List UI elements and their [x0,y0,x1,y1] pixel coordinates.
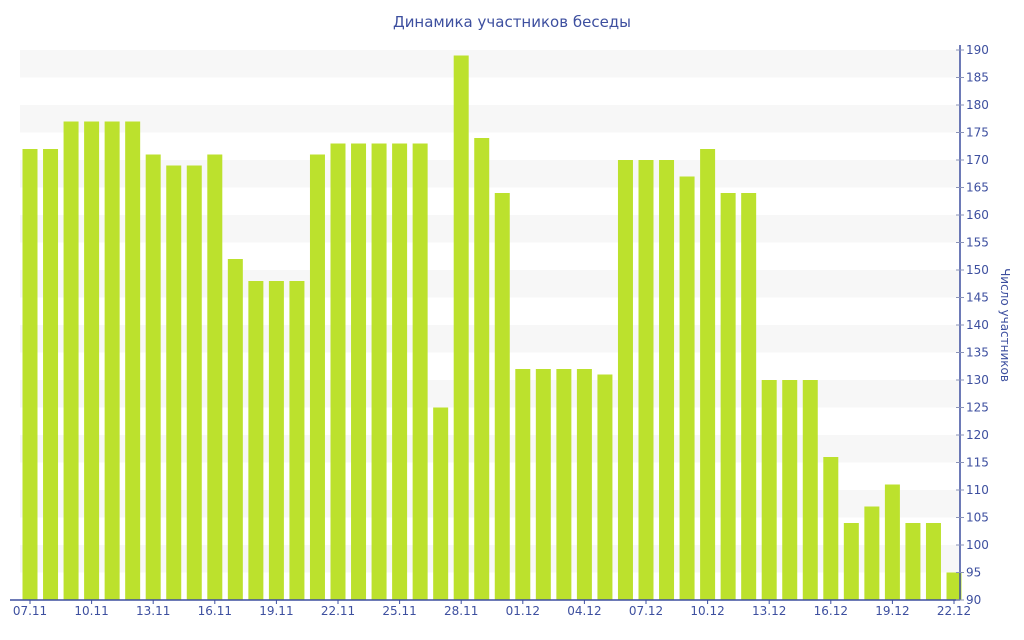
bar-05.12 [597,374,613,600]
grid-band [20,50,960,78]
y-tick-label: 140 [966,318,989,332]
bar-29.11 [474,138,490,600]
x-tick-label: 19.12 [875,604,909,618]
y-tick-label: 115 [966,456,989,470]
bar-10.11 [84,121,100,600]
x-tick-label: 28.11 [444,604,478,618]
bar-02.12 [535,369,551,600]
y-tick-label: 120 [966,428,989,442]
y-tick-label: 165 [966,181,989,195]
bar-04.12 [576,369,592,600]
bar-28.11 [453,55,469,600]
y-tick-label: 90 [966,593,981,607]
bar-11.12 [720,193,736,600]
bar-30.11 [494,193,510,600]
bar-20.12 [905,523,921,600]
grid-band [20,215,960,243]
bar-16.12 [823,457,839,600]
grid-band [20,105,960,133]
bar-06.12 [617,160,633,600]
chart-title: Динамика участников беседы [392,13,632,31]
y-tick-label: 190 [966,43,989,57]
grid-band [20,270,960,298]
bar-14.12 [782,380,798,600]
grid-band [20,545,960,573]
bar-15.12 [802,380,818,600]
y-tick-label: 155 [966,236,989,250]
x-tick-label: 10.11 [74,604,108,618]
bar-10.12 [700,149,716,600]
bar-09.11 [63,121,79,600]
x-tick-label: 07.11 [13,604,47,618]
x-tick-label: 13.12 [752,604,786,618]
y-tick-label: 150 [966,263,989,277]
bar-21.12 [925,523,941,600]
y-tick-label: 130 [966,373,989,387]
x-tick-label: 16.12 [814,604,848,618]
bar-24.11 [371,143,387,600]
y-tick-label: 135 [966,346,989,360]
bar-11.11 [104,121,120,600]
bar-15.11 [186,165,202,600]
bar-18.12 [864,506,880,600]
bar-13.12 [761,380,777,600]
bar-07.11 [22,149,38,600]
grid-band [20,490,960,518]
x-tick-label: 19.11 [259,604,293,618]
grid-band [20,435,960,463]
x-tick-label: 04.12 [567,604,601,618]
bar-08.12 [659,160,675,600]
bar-27.11 [433,407,449,600]
bar-20.11 [289,281,305,600]
x-tick-label: 16.11 [198,604,232,618]
bar-26.11 [412,143,428,600]
bar-17.12 [843,523,859,600]
x-tick-label: 07.12 [629,604,663,618]
grid-band [20,160,960,188]
bar-23.11 [351,143,367,600]
bar-17.11 [227,259,243,600]
bar-25.11 [392,143,408,600]
y-tick-label: 95 [966,566,981,580]
bar-13.11 [145,154,161,600]
y-tick-label: 185 [966,71,989,85]
bar-08.11 [43,149,59,600]
y-tick-label: 175 [966,126,989,140]
bar-16.11 [207,154,223,600]
bar-03.12 [556,369,572,600]
bar-09.12 [679,176,695,600]
bar-14.11 [166,165,182,600]
y-tick-label: 170 [966,153,989,167]
x-tick-label: 10.12 [690,604,724,618]
bar-18.11 [248,281,264,600]
y-tick-label: 125 [966,401,989,415]
bar-01.12 [515,369,531,600]
x-tick-label: 22.12 [937,604,971,618]
grid-band [20,325,960,353]
bar-12.12 [741,193,757,600]
y-tick-label: 145 [966,291,989,305]
y-tick-label: 160 [966,208,989,222]
y-axis-label: Число участников [998,268,1012,382]
bar-07.12 [638,160,654,600]
grid-band [20,380,960,408]
bar-22.11 [330,143,346,600]
bar-12.11 [125,121,141,600]
y-tick-label: 110 [966,483,989,497]
bar-19.11 [268,281,284,600]
y-tick-label: 180 [966,98,989,112]
x-tick-label: 01.12 [506,604,540,618]
x-tick-label: 13.11 [136,604,170,618]
y-tick-label: 100 [966,538,989,552]
bar-22.12 [946,572,962,600]
y-tick-label: 105 [966,511,989,525]
bar-21.11 [309,154,325,600]
x-tick-label: 22.11 [321,604,355,618]
x-tick-label: 25.11 [382,604,416,618]
bar-19.12 [884,484,900,600]
